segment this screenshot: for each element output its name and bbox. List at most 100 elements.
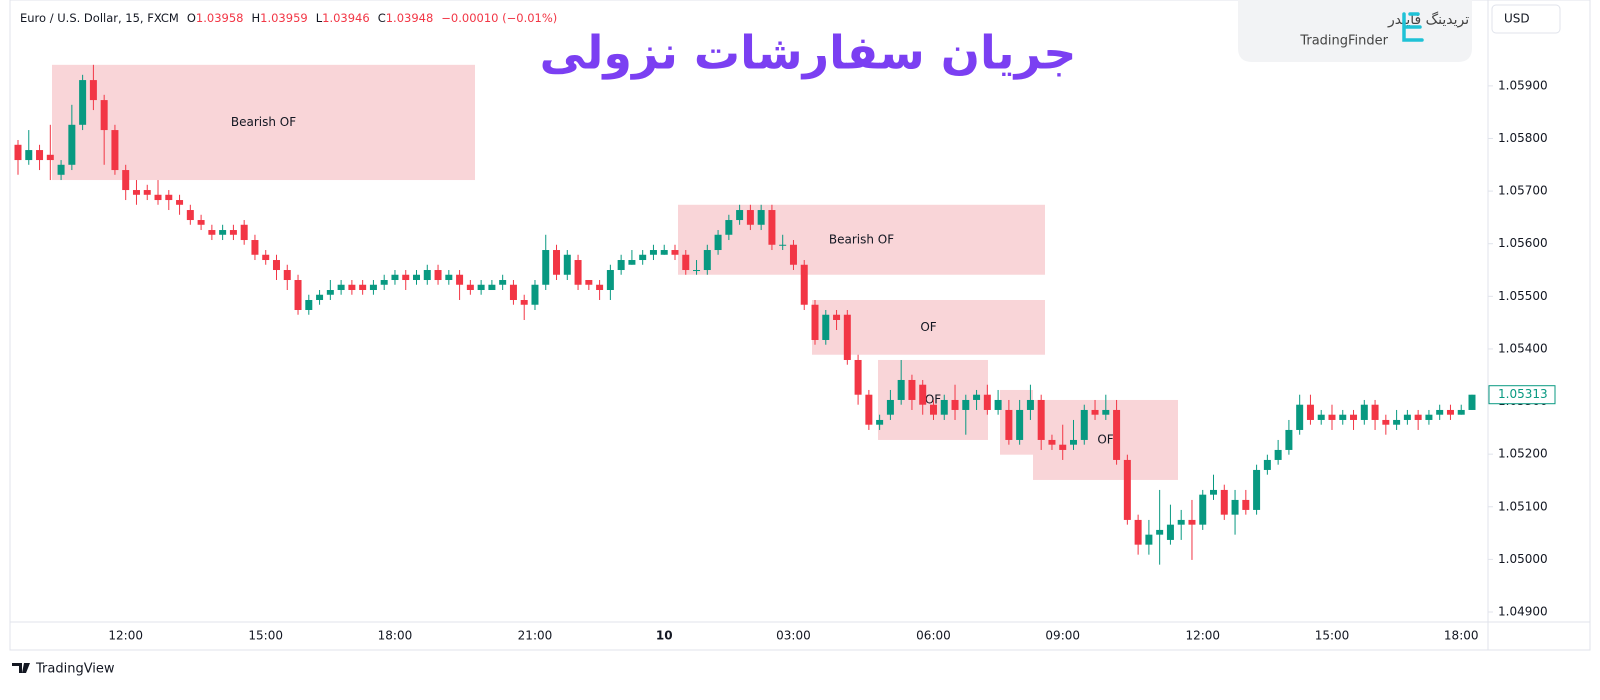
order-flow-zone (52, 64, 475, 181)
x-tick-label: 15:00 (248, 629, 283, 643)
candle-body (337, 284, 345, 291)
logo-latin: TradingFinder (1299, 34, 1388, 49)
footer-logo (12, 663, 30, 673)
x-tick-label: 09:00 (1045, 629, 1080, 643)
x-tick-label: 15:00 (1315, 629, 1350, 643)
axes (9, 0, 1591, 651)
candle-body (1274, 449, 1282, 460)
candle-body (940, 399, 948, 415)
candle-body (1048, 439, 1056, 445)
ohlc-label: O (187, 11, 196, 25)
candle-body (1199, 494, 1207, 525)
ohlc-label: L (316, 11, 323, 25)
candle-body (1339, 414, 1347, 420)
candle-body (132, 190, 140, 195)
candle-body (994, 399, 1002, 410)
candle-body (1306, 404, 1314, 420)
candle-body (1005, 409, 1013, 440)
logo-icon (1402, 12, 1424, 42)
candle-body (380, 280, 388, 285)
ohlc-label: H (251, 11, 260, 25)
change: −0.00010 (−0.01%) (441, 11, 557, 25)
candle-body (1091, 409, 1099, 415)
candle-body (660, 250, 668, 255)
candle-body (402, 274, 410, 281)
candle-body (1177, 519, 1185, 525)
candle-body (466, 284, 474, 291)
candle-body (57, 164, 65, 175)
candle-body (886, 399, 894, 415)
y-tick-label: 1.05400 (1498, 341, 1548, 355)
candle-body (703, 250, 711, 271)
y-tick-label: 1.05100 (1498, 499, 1548, 513)
candle-body (1457, 409, 1465, 415)
candle-body (1145, 534, 1153, 545)
candle-body (1263, 459, 1271, 470)
candle-body (671, 250, 679, 255)
candle-body (876, 419, 884, 425)
x-tick-label: 12:00 (108, 629, 143, 643)
candle-body (100, 100, 108, 131)
candle-body (1080, 409, 1088, 440)
candle-body (1242, 499, 1250, 510)
labels: 1.049001.050001.051001.052001.053001.054… (108, 78, 1556, 643)
candle-body (736, 210, 744, 221)
candle-body (240, 224, 248, 241)
candle-body (488, 284, 496, 291)
ohlc-value: 1.03958 (196, 11, 244, 25)
candle-body (1069, 439, 1077, 445)
candle-body (1016, 409, 1024, 440)
candle-body (423, 270, 431, 281)
candle-body (617, 260, 625, 271)
candle-body (1382, 419, 1390, 425)
y-tick-label: 1.05000 (1498, 552, 1548, 566)
candle-body (833, 314, 841, 320)
y-tick-label: 1.05600 (1498, 236, 1548, 250)
y-tick-label: 1.05500 (1498, 289, 1548, 303)
candle-body (951, 399, 959, 410)
candle-body (962, 399, 970, 410)
candle-body (649, 250, 657, 255)
candle-body (929, 404, 937, 415)
candle-body (208, 230, 216, 235)
candle-body (122, 170, 130, 191)
zone-label: Bearish OF (231, 115, 296, 129)
ohlc-value: 1.03946 (322, 11, 370, 25)
candle-body (542, 250, 550, 285)
x-tick-label: 10 (656, 629, 673, 643)
candle-body (14, 144, 22, 161)
y-tick-label: 1.05200 (1498, 447, 1548, 461)
candle-body (1468, 394, 1476, 410)
candle-body (1350, 414, 1358, 420)
candle-body (326, 290, 334, 295)
candle-body (714, 234, 722, 251)
candle-body (186, 210, 194, 221)
candle-body (973, 394, 981, 400)
candle-body (1220, 489, 1228, 515)
candle-body (294, 280, 302, 311)
candle-body (854, 359, 862, 395)
candle-body (520, 300, 528, 305)
candle-body (1134, 519, 1142, 545)
candle-body (553, 250, 561, 275)
candle-body (176, 200, 184, 205)
currency-button[interactable] (1491, 4, 1561, 34)
order-flow-zone (812, 300, 1045, 355)
zone-label: OF (925, 392, 941, 406)
candle-body (143, 190, 151, 195)
ohlc-value: 1.03948 (386, 11, 434, 25)
candle-body (1113, 409, 1121, 460)
candle-body (1425, 414, 1433, 420)
zone-label: Bearish OF (829, 232, 894, 246)
candle-body (1393, 419, 1401, 425)
x-tick-label: 06:00 (916, 629, 951, 643)
x-tick-label: 18:00 (378, 629, 413, 643)
x-tick-label: 18:00 (1444, 629, 1479, 643)
zone-label: OF (1097, 432, 1113, 446)
candle-body (639, 254, 647, 261)
frame (9, 0, 1591, 651)
candle-body (811, 304, 819, 340)
candle-body (251, 240, 259, 255)
y-tick-label: 1.05800 (1498, 131, 1548, 145)
